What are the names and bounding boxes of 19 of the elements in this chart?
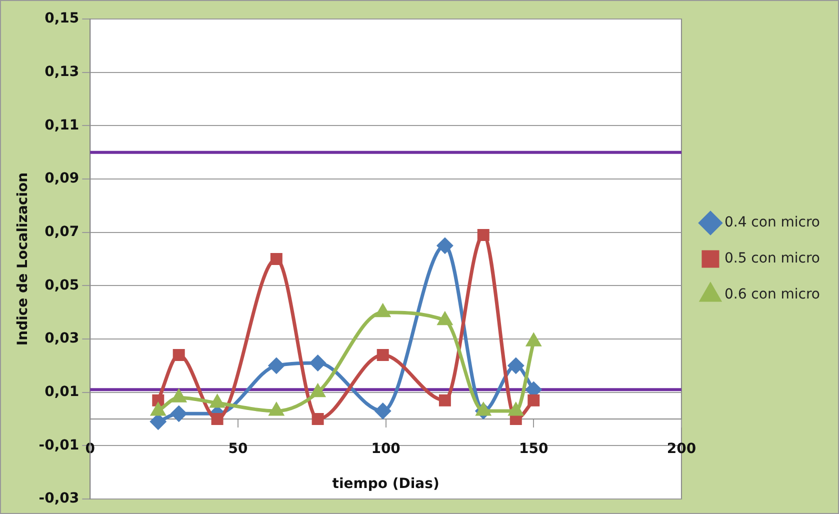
y-tick-label: 0,03: [44, 330, 80, 347]
y-tick-label: 0,01: [44, 384, 80, 400]
x-tick-label: 200: [666, 441, 696, 458]
y-tick-label: 0,11: [44, 117, 80, 134]
x-tick-label: 100: [371, 441, 401, 458]
y-tick-label: 0,13: [44, 64, 80, 80]
x-axis-title: tiempo (Dias): [332, 476, 440, 492]
y-tick-label: 0,05: [44, 277, 80, 294]
y-tick-label: 0,07: [44, 224, 80, 240]
legend-label: 0.4 con micro: [724, 214, 820, 231]
x-tick-label: 150: [519, 441, 548, 458]
legend-label: 0.5 con micro: [724, 250, 820, 267]
y-tick-label: 0,09: [44, 170, 80, 187]
y-tick-label: -0,03: [38, 490, 80, 507]
legend-label: 0.6 con micro: [724, 286, 820, 303]
y-axis-title: Indice de Localizacion: [15, 172, 32, 346]
y-tick-label: -0,01: [38, 437, 80, 454]
x-tick-label: 50: [228, 441, 248, 458]
y-tick-label: 0,15: [44, 10, 80, 27]
